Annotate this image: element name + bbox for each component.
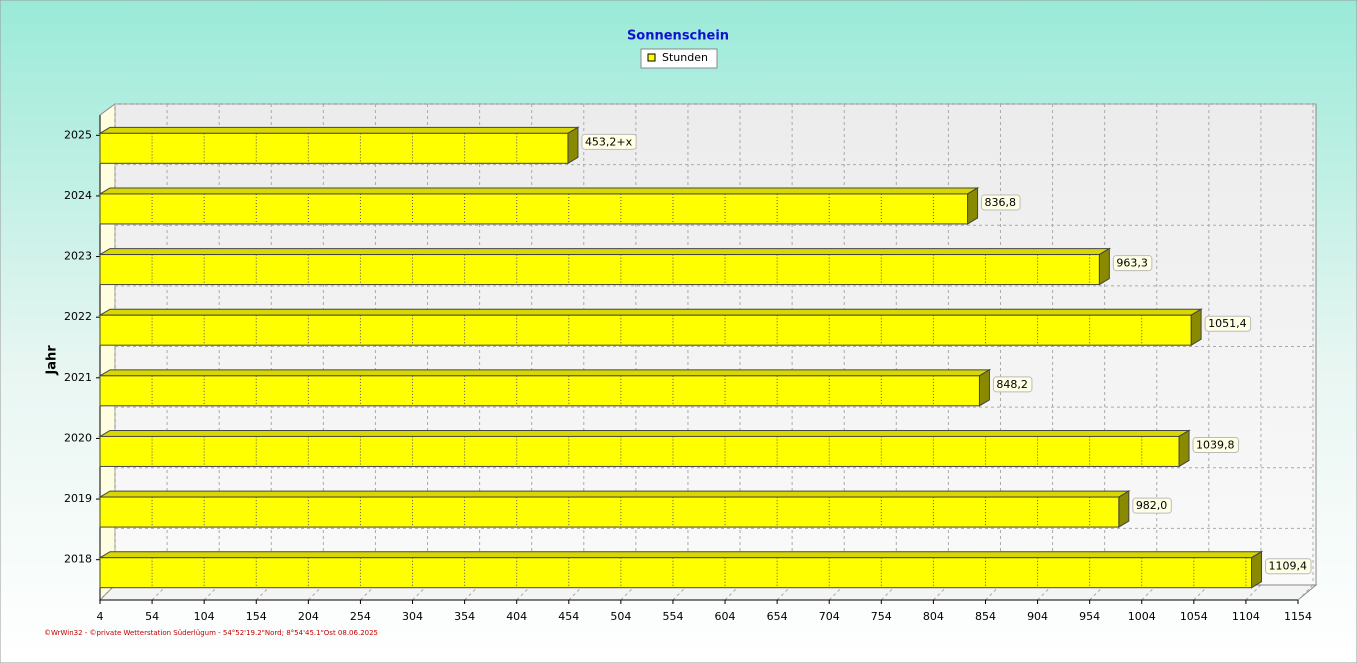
bar-top bbox=[98, 126, 580, 134]
bar bbox=[99, 557, 1253, 589]
value-label-box bbox=[1192, 436, 1240, 453]
y-tick-label: 2023 bbox=[64, 250, 92, 263]
x-tick-label: 404 bbox=[506, 610, 527, 623]
x-tick-label: 554 bbox=[662, 610, 683, 623]
bar bbox=[99, 254, 1100, 286]
bar-top bbox=[98, 308, 1203, 316]
bar-side bbox=[978, 368, 990, 407]
value-label-box bbox=[1112, 255, 1153, 272]
bar-top bbox=[98, 248, 1112, 256]
value-label-box bbox=[992, 376, 1033, 393]
bar bbox=[99, 375, 980, 407]
bar-side bbox=[1118, 490, 1130, 528]
value-label: 982,0 bbox=[1136, 499, 1168, 512]
x-tick-label: 754 bbox=[871, 610, 892, 623]
bar-top bbox=[98, 551, 1264, 559]
value-label: 963,3 bbox=[1116, 257, 1148, 270]
x-tick-label: 254 bbox=[350, 610, 371, 623]
bar bbox=[99, 314, 1192, 346]
bar-top bbox=[98, 369, 992, 377]
legend: Stunden bbox=[640, 48, 718, 69]
bar-top bbox=[98, 187, 980, 195]
x-tick-label: 954 bbox=[1079, 610, 1100, 623]
value-label: 1051,4 bbox=[1208, 317, 1247, 330]
value-label-box bbox=[581, 133, 637, 150]
x-tick-label: 1154 bbox=[1284, 610, 1312, 623]
bar-top bbox=[98, 429, 1191, 437]
value-label: 1109,4 bbox=[1269, 560, 1308, 573]
value-label-box bbox=[1132, 497, 1172, 514]
y-tick-label: 2025 bbox=[64, 128, 92, 141]
bar-top bbox=[98, 490, 1131, 498]
y-tick-label: 2021 bbox=[64, 371, 92, 384]
value-label: 453,2+x bbox=[585, 135, 633, 148]
x-tick-label: 54 bbox=[145, 610, 159, 623]
value-label: 836,8 bbox=[985, 196, 1017, 209]
y-tick-label: 2020 bbox=[64, 431, 92, 444]
bar bbox=[99, 435, 1180, 467]
y-tick-label: 2024 bbox=[64, 189, 92, 202]
legend-box bbox=[640, 48, 718, 69]
x-tick-label: 204 bbox=[298, 610, 319, 623]
x-tick-label: 1104 bbox=[1232, 610, 1260, 623]
bar-side bbox=[1098, 247, 1110, 286]
legend-label: Stunden bbox=[662, 51, 708, 64]
y-tick-label: 2022 bbox=[64, 310, 92, 323]
bar bbox=[99, 496, 1120, 528]
x-tick-label: 654 bbox=[767, 610, 788, 623]
x-tick-label: 904 bbox=[1027, 610, 1048, 623]
bar bbox=[99, 132, 569, 164]
bar bbox=[99, 193, 969, 225]
x-tick-label: 454 bbox=[558, 610, 579, 623]
value-label-box bbox=[981, 194, 1021, 211]
x-tick-label: 854 bbox=[975, 610, 996, 623]
chart-title: Sonnenschein bbox=[627, 29, 729, 44]
value-label-box bbox=[1204, 315, 1252, 332]
y-axis-label: Jahr bbox=[45, 345, 60, 376]
x-tick-label: 304 bbox=[402, 610, 423, 623]
x-tick-label: 4 bbox=[97, 610, 104, 623]
x-tick-label: 154 bbox=[246, 610, 267, 623]
x-tick-label: 354 bbox=[454, 610, 475, 623]
x-tick-label: 704 bbox=[819, 610, 840, 623]
bar-side bbox=[1178, 429, 1190, 468]
bar-side bbox=[967, 187, 979, 225]
x-tick-label: 1054 bbox=[1180, 610, 1208, 623]
bar-side bbox=[1251, 550, 1263, 589]
x-tick-label: 104 bbox=[194, 610, 215, 623]
y-tick-label: 2018 bbox=[64, 553, 92, 566]
value-label: 848,2 bbox=[996, 378, 1028, 391]
bar-side bbox=[1190, 308, 1202, 347]
y-tick-label: 2019 bbox=[64, 492, 92, 505]
x-tick-label: 604 bbox=[715, 610, 736, 623]
legend-swatch bbox=[647, 53, 656, 62]
bar-side bbox=[567, 126, 579, 165]
x-tick-label: 804 bbox=[923, 610, 944, 623]
x-tick-label: 1004 bbox=[1128, 610, 1156, 623]
value-label-box bbox=[1265, 558, 1312, 575]
value-label: 1039,8 bbox=[1196, 438, 1235, 451]
footer: ©WrWin32 - ©private Wetterstation Süderl… bbox=[44, 629, 378, 637]
x-tick-label: 504 bbox=[610, 610, 631, 623]
